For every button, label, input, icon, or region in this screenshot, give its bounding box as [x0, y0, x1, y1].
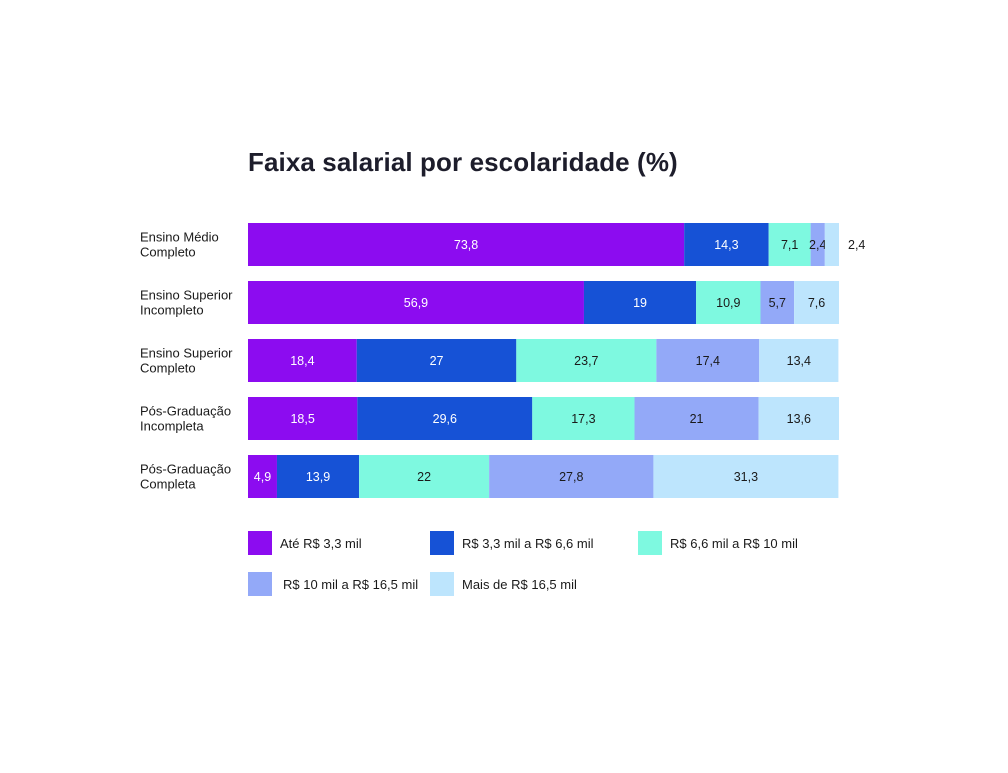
data-label: 7,6 — [808, 296, 825, 310]
bar-segment — [248, 455, 277, 498]
legend-swatch — [638, 531, 662, 555]
data-label: 4,9 — [254, 470, 271, 484]
data-label: 7,1 — [781, 238, 798, 252]
legend-swatch — [430, 572, 454, 596]
bar-segment — [794, 281, 839, 324]
bar-segment — [768, 223, 811, 266]
bar-segment — [653, 455, 839, 498]
legend-label: R$ 10 mil a R$ 16,5 mil — [283, 577, 418, 592]
legend-label: R$ 3,3 mil a R$ 6,6 mil — [462, 536, 594, 551]
legend-label: Mais de R$ 16,5 mil — [462, 577, 577, 592]
data-label: 27 — [430, 354, 444, 368]
legend-swatch — [430, 531, 454, 555]
data-label: 14,3 — [714, 238, 738, 252]
data-label: 18,4 — [290, 354, 314, 368]
data-label: 18,5 — [290, 412, 314, 426]
bar-segment — [359, 455, 490, 498]
data-label: 5,7 — [769, 296, 786, 310]
data-label: 10,9 — [716, 296, 740, 310]
legend-label: R$ 6,6 mil a R$ 10 mil — [670, 536, 798, 551]
bar-segment — [758, 397, 839, 440]
data-label: 29,6 — [433, 412, 457, 426]
bar-segment — [248, 397, 358, 440]
bar-segment — [583, 281, 697, 324]
bar-segment — [759, 339, 839, 382]
data-label: 22 — [417, 470, 431, 484]
bar-segment — [760, 281, 795, 324]
bar-segment — [684, 223, 769, 266]
data-label: 23,7 — [574, 354, 598, 368]
legend-label: Até R$ 3,3 mil — [280, 536, 362, 551]
data-label: 17,4 — [696, 354, 720, 368]
bar-segment — [357, 397, 533, 440]
data-label: 19 — [633, 296, 647, 310]
data-label: 2,4 — [809, 238, 826, 252]
bar-segment — [248, 223, 685, 266]
bar-segment — [810, 223, 825, 266]
chart-title: Faixa salarial por escolaridade (%) — [248, 147, 678, 177]
data-label: 21 — [690, 412, 704, 426]
data-label: 13,4 — [787, 354, 811, 368]
bar-segment — [276, 455, 360, 498]
data-label: 13,6 — [787, 412, 811, 426]
bar-segment — [656, 339, 760, 382]
bar-segment — [356, 339, 517, 382]
category-label: Ensino Médio Completo — [140, 230, 219, 260]
data-label: 13,9 — [306, 470, 330, 484]
data-label: 17,3 — [571, 412, 595, 426]
data-label: 31,3 — [734, 470, 758, 484]
data-label: 27,8 — [559, 470, 583, 484]
category-label: Pós-Graduação Completa — [140, 462, 231, 492]
legend-swatch — [248, 572, 272, 596]
legend-swatch — [248, 531, 272, 555]
category-label: Ensino Superior Completo — [140, 346, 233, 376]
data-label: 56,9 — [404, 296, 428, 310]
bar-segment — [248, 339, 357, 382]
bar-segment — [824, 223, 839, 266]
bar-segment — [532, 397, 635, 440]
data-label: 2,4 — [848, 238, 865, 252]
category-label: Pós-Graduação Incompleta — [140, 404, 231, 434]
bar-segment — [489, 455, 654, 498]
bar-segment — [516, 339, 657, 382]
data-label: 73,8 — [454, 238, 478, 252]
bar-segment — [696, 281, 761, 324]
category-label: Ensino Superior Incompleto — [140, 288, 233, 318]
bar-segment — [634, 397, 759, 440]
bar-segment — [248, 281, 584, 324]
